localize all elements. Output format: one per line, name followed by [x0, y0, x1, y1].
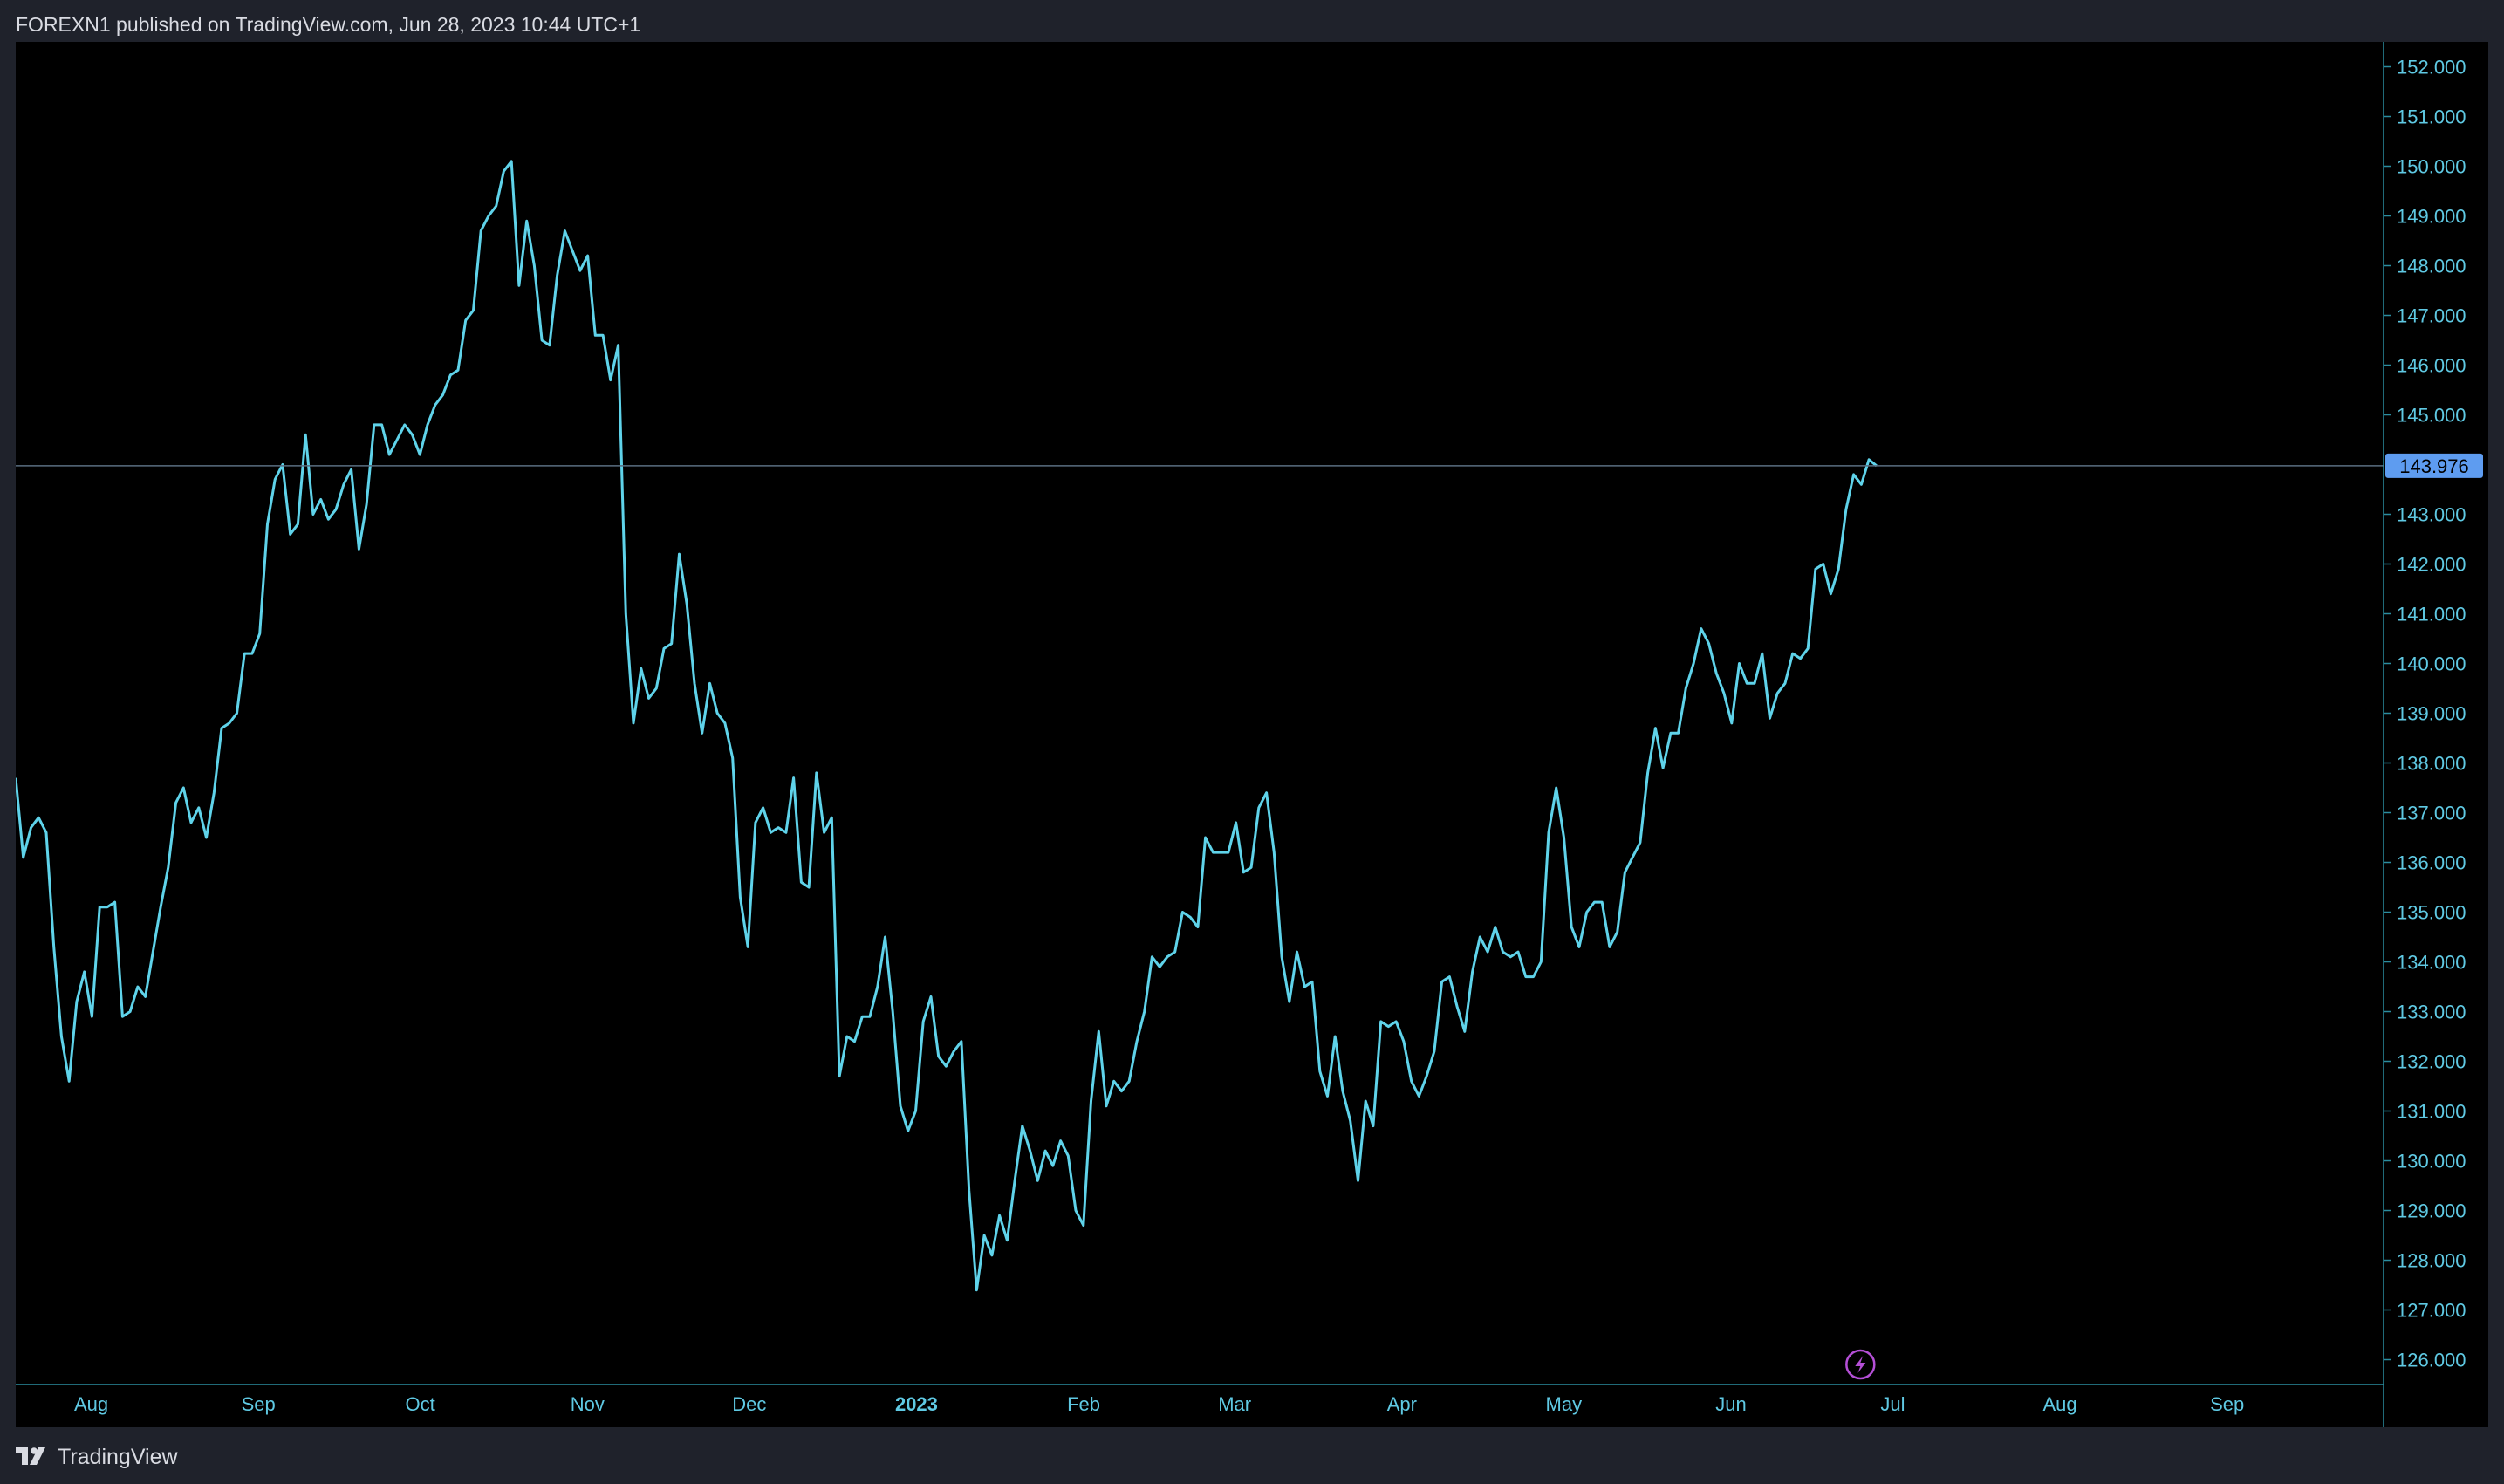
price-axis[interactable]: 152.000 151.000 150.000 149.000 148.000 147.0…	[2383, 42, 2483, 1427]
price-tick-label: 141.000	[2397, 604, 2466, 626]
price-tick-label: 149.000	[2397, 206, 2466, 228]
price-tick-label: 147.000	[2397, 305, 2466, 327]
price-tick-label: 133.000	[2397, 1002, 2466, 1023]
time-tick-label: Mar	[1218, 1393, 1251, 1415]
price-tick-label: 132.000	[2397, 1051, 2466, 1073]
price-tick-label: 148.000	[2397, 256, 2466, 277]
price-tick-label: 138.000	[2397, 753, 2466, 775]
time-tick-label: Jul	[1880, 1393, 1905, 1415]
time-tick-label: Apr	[1387, 1393, 1417, 1415]
price-tick-label: 134.000	[2397, 952, 2466, 974]
price-line-series[interactable]	[16, 160, 1878, 1292]
price-tick-label: 152.000	[2397, 57, 2466, 79]
price-tick-label: 131.000	[2397, 1101, 2466, 1123]
price-chart[interactable]: 152.000 151.000 150.000 149.000 148.000 147.0…	[16, 42, 2488, 1427]
time-tick-label: Sep	[242, 1393, 276, 1415]
price-tick-label: 145.000	[2397, 405, 2466, 427]
time-axis[interactable]: Aug Sep Oct Nov Dec 2023 Feb Mar Apr May Jun Jul Aug…	[16, 1384, 2384, 1415]
time-tick-label: Sep	[2210, 1393, 2244, 1415]
price-tick-label: 139.000	[2397, 703, 2466, 725]
time-tick-label: May	[1546, 1393, 1583, 1415]
lightning-bolt-icon[interactable]	[1845, 1349, 1876, 1380]
price-tick-label: 130.000	[2397, 1151, 2466, 1173]
price-tick-label: 151.000	[2397, 106, 2466, 128]
price-tick-label: 137.000	[2397, 803, 2466, 824]
price-tick-label: 146.000	[2397, 355, 2466, 377]
price-tick-label: 129.000	[2397, 1200, 2466, 1222]
time-tick-label: 2023	[895, 1393, 938, 1415]
publish-info: FOREXN1 published on TradingView.com, Ju…	[16, 13, 641, 36]
price-tick-label: 128.000	[2397, 1250, 2466, 1272]
time-tick-label: Oct	[406, 1393, 435, 1415]
last-price-badge[interactable]	[2385, 453, 2483, 478]
price-tick-label: 136.000	[2397, 852, 2466, 874]
price-tick-label: 143.000	[2397, 504, 2466, 526]
time-tick-label: Feb	[1067, 1393, 1100, 1415]
chart-area[interactable]: 152.000 151.000 150.000 149.000 148.000 147.0…	[16, 42, 2488, 1427]
time-tick-label: Nov	[571, 1393, 605, 1415]
time-tick-label: Aug	[2042, 1393, 2076, 1415]
time-tick-label: Aug	[74, 1393, 108, 1415]
event-marker-bolt	[1855, 1356, 1866, 1373]
time-tick-label: Dec	[732, 1393, 766, 1415]
price-tick-label: 135.000	[2397, 902, 2466, 924]
tradingview-logo-icon[interactable]	[16, 1447, 49, 1467]
footer-brand[interactable]: TradingView	[58, 1444, 178, 1469]
price-tick-label: 126.000	[2397, 1350, 2466, 1371]
price-tick-label: 127.000	[2397, 1300, 2466, 1322]
event-marker-ring	[1845, 1349, 1876, 1380]
time-tick-label: Jun	[1715, 1393, 1746, 1415]
price-tick-label: 150.000	[2397, 156, 2466, 178]
price-tick-label: 140.000	[2397, 653, 2466, 675]
plot-layer	[16, 160, 2384, 1380]
footer: TradingView	[16, 1441, 178, 1473]
last-price-label: 143.976	[2399, 455, 2469, 477]
price-tick-label: 142.000	[2397, 554, 2466, 576]
